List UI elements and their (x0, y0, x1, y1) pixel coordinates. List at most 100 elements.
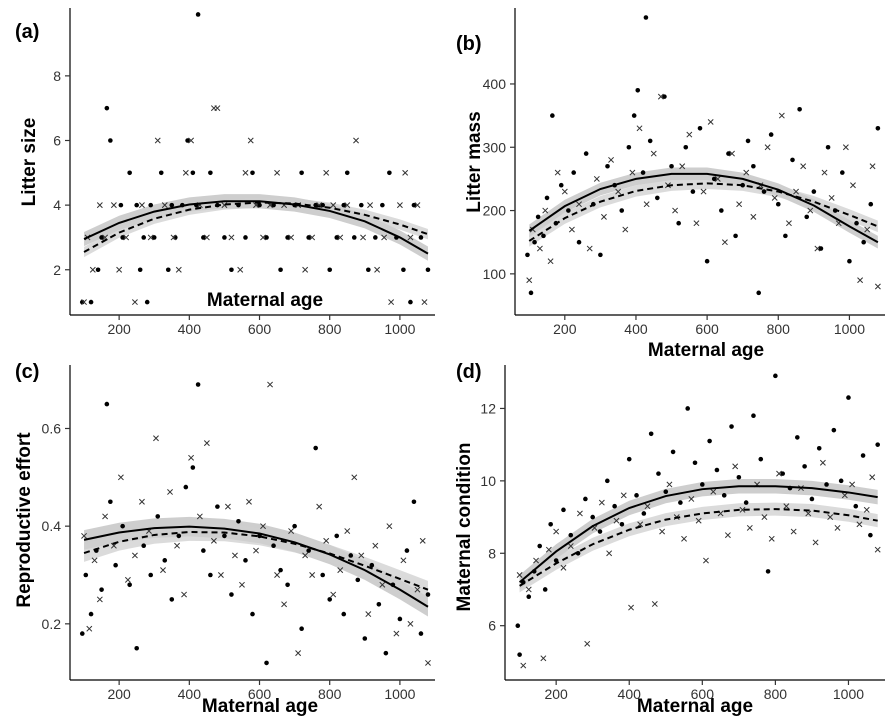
panel-d-cross-point (761, 514, 768, 521)
panel-a-dot-point (165, 267, 171, 273)
panel-c-y-tick-label: 0.6 (42, 420, 62, 436)
panel-b-cross-point (593, 175, 600, 182)
panel-d-x-tick-label: 800 (764, 686, 788, 702)
panel-c-dot-point (134, 645, 139, 651)
panel-a-cross-point (188, 137, 195, 144)
panel-a-dot-point (195, 12, 201, 17)
panel-a-x-axis-title: Maternal age (207, 290, 323, 311)
panel-c-cross-point (224, 503, 231, 510)
panel-b-cross-point (554, 169, 561, 176)
panel-d-dot-point (853, 503, 859, 509)
panel-d: (d) Maternal condition Maternal age 200 4… (454, 361, 885, 717)
panel-d-dot-point (758, 456, 764, 462)
panel-b-cross-point (800, 163, 807, 170)
panel-a-dot-point (134, 202, 139, 208)
panel-d-cross-point (863, 506, 870, 513)
panel-d-dot-point (619, 522, 625, 527)
panel-a-cross-point (309, 234, 316, 241)
panel-d-dot-point (868, 532, 873, 538)
panel-d-cross-point (874, 546, 881, 553)
panel-c-fit-solid (83, 525, 429, 608)
panel-c-cross-point (288, 528, 295, 534)
panel-d-cross-point (819, 459, 826, 466)
panel-c-cross-point (181, 591, 188, 598)
panel-a-cross-point (414, 202, 421, 209)
panel-c-dot-point (99, 587, 104, 592)
panel-c-dot-point (176, 533, 182, 539)
panel-b-dot-point (733, 233, 738, 239)
panel-c-cross-point (323, 537, 330, 544)
panel-d-cross-point (681, 535, 687, 542)
panel-b-dot-point (626, 144, 632, 150)
panel-b-fit-dashed (528, 182, 879, 242)
panel-a-cross-point (214, 105, 221, 112)
panel-c-cross-point (117, 474, 124, 481)
panel-b-dot-point (704, 258, 710, 264)
panel-a-dot-point (120, 235, 125, 240)
panel-d-cross-point (724, 532, 731, 539)
panel-c-cross-point (386, 523, 393, 530)
panel-c-dot-point (162, 558, 168, 563)
panel-c-cross-point (365, 611, 372, 618)
panel-b-dot-point (875, 125, 881, 131)
panel-b-dot-point (797, 106, 802, 112)
panel-b-cross-point (874, 283, 881, 290)
panel-a-dot-point (169, 202, 175, 208)
panel-a-dot-point (144, 299, 150, 305)
panel-d-cross-point (776, 470, 782, 477)
panel-b-dot-point (583, 151, 589, 156)
panel-b-x-tick-label: 600 (695, 321, 719, 337)
panel-a-cross-point (288, 234, 295, 241)
panel-a-cross-point (116, 266, 123, 273)
panel-d-cross-point (688, 496, 695, 502)
panel-a-dot-point (190, 170, 196, 176)
panel-b-cross-point (764, 144, 771, 151)
panel-d-dot-point (656, 471, 661, 476)
panel-c-cross-point (281, 601, 288, 608)
panel-d-dot-point (831, 427, 837, 433)
panel-d-cross-point (644, 503, 651, 510)
panel-b-dot-point (669, 163, 674, 169)
panel-b-cross-point (850, 182, 856, 189)
panel-b-dot-point (528, 290, 534, 296)
panel-c-cross-point (188, 454, 195, 461)
panel-c-cross-point (124, 576, 131, 583)
panel-c-cross-point (419, 537, 426, 544)
panel-d-cross-point (516, 572, 523, 578)
panel-b-cross-point (547, 258, 554, 265)
panel-b-dot-point (761, 189, 767, 194)
panel-d-cross-point (666, 481, 673, 488)
panel-d-dot-point (612, 503, 617, 509)
panel-a-cross-point (302, 266, 309, 273)
panel-b-dot-point (535, 214, 541, 220)
panel-b-dot-point (756, 290, 762, 296)
panel-a-cross-point (407, 234, 414, 241)
panel-b-dot-point (854, 220, 859, 226)
panel-d-dot-point (751, 413, 756, 418)
panel-a-dot-point (334, 235, 340, 240)
panel-b-cross-point (736, 201, 743, 208)
panel-d-dot-point (663, 489, 669, 495)
panel-d-y-tick-label: 10 (480, 473, 496, 489)
panel-b-dot-point (566, 208, 571, 213)
panel-c-x-tick-label: 200 (107, 686, 131, 702)
panel-a-dot-point (127, 170, 132, 176)
panel-c-dot-point (404, 548, 410, 553)
panel-d-dot-point (714, 467, 720, 473)
panel-a-dot-point (88, 299, 94, 305)
panel-c-cross-point (351, 474, 358, 481)
panel-a-cross-point (247, 137, 254, 144)
panel-d-dot-point (678, 500, 683, 505)
panel-b-cross-point (807, 207, 814, 214)
panel-d-dot-point (838, 478, 844, 484)
panel-c-cross-point (153, 435, 159, 442)
panel-c-cross-point (302, 552, 309, 559)
panel-a-label: (a) (15, 21, 39, 43)
panel-b-cross-point (586, 245, 593, 252)
panel-d-dot-point (780, 471, 785, 476)
panel-b-dot-point (571, 170, 577, 175)
panel-b-dot-point (619, 208, 625, 213)
panel-d-dot-point (548, 522, 553, 527)
panel-d-dot-point (846, 395, 851, 400)
panel-c-dot-point (195, 382, 201, 387)
